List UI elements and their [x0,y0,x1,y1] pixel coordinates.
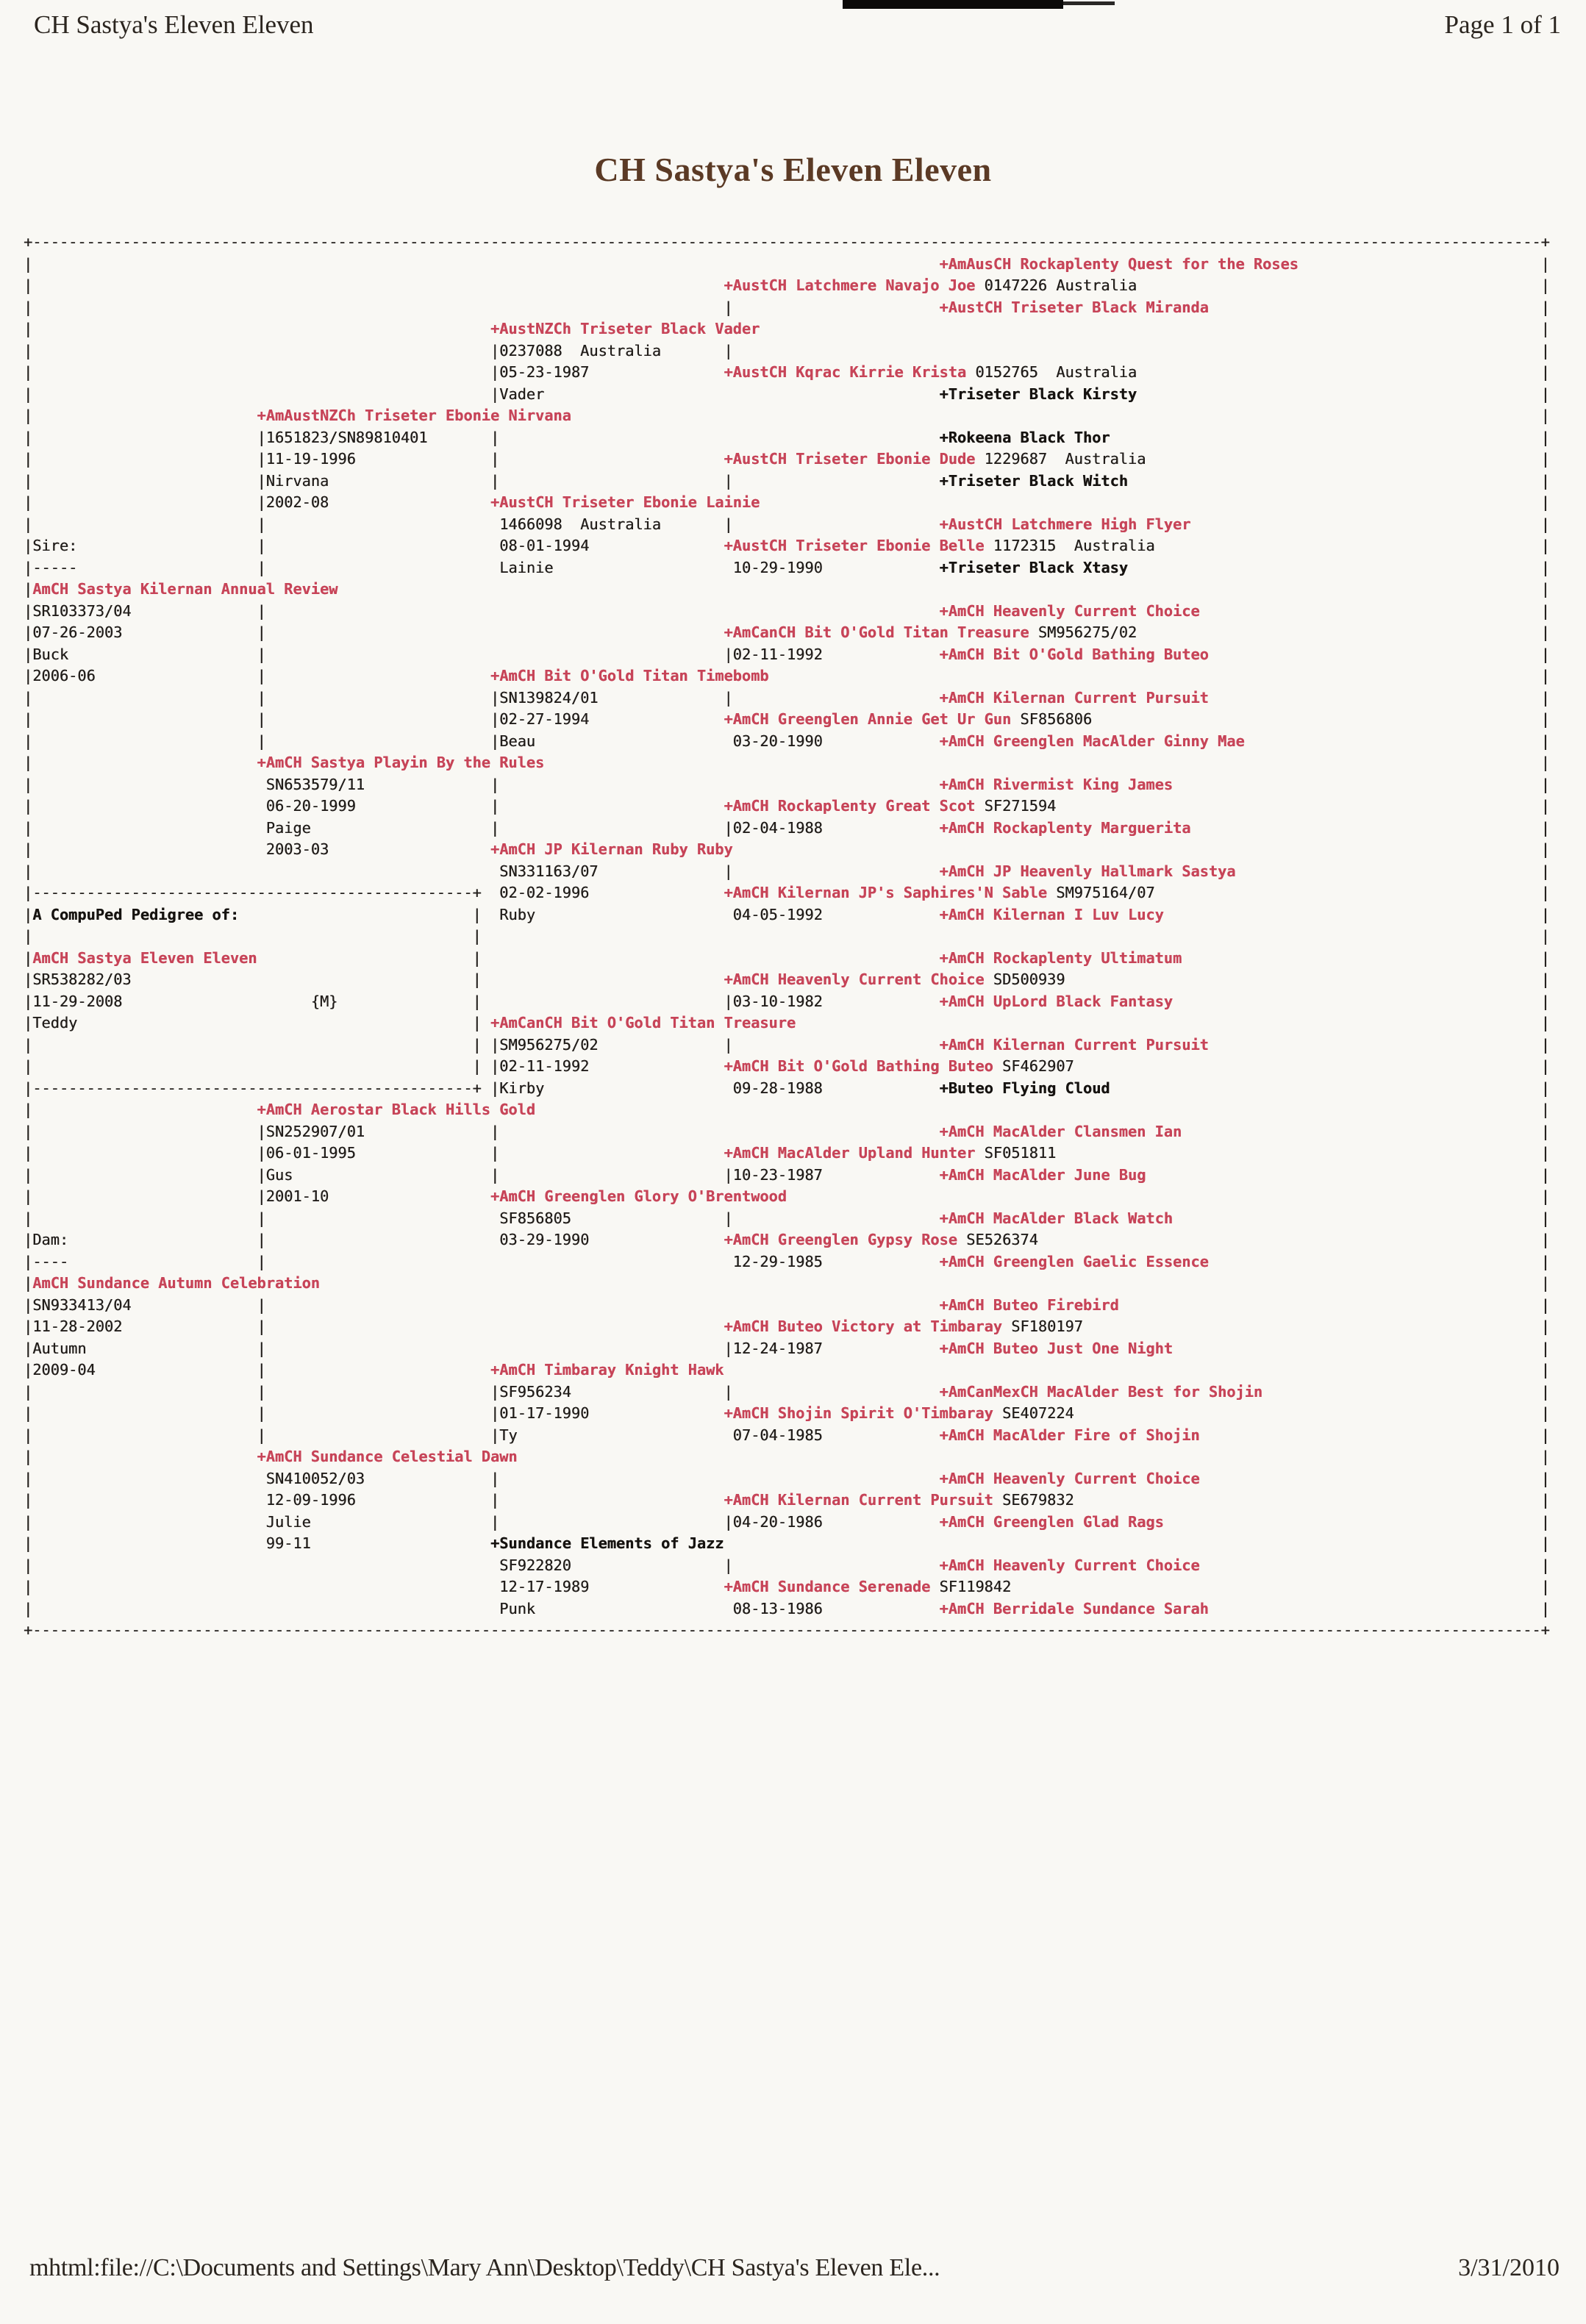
page-header: CH Sastya's Eleven Eleven Page 1 of 1 [34,10,1561,40]
scan-artifact-bar-small [1063,1,1115,5]
pedigree-line: | |Gus | |10-23-1987 +AmCH MacAlder June… [24,1165,1550,1184]
pedigree-line: |---------------------------------------… [24,884,1550,901]
pedigree-line: | | | [24,927,1550,945]
pedigree-line: | | 1466098 Australia | +AustCH Latchmer… [24,515,1550,533]
pedigree-line: |SN933413/04 | +AmCH Buteo Firebird | [24,1295,1550,1314]
pedigree-line: | 12-09-1996 | +AmCH Kilernan Current Pu… [24,1491,1550,1509]
pedigree-line: |11-28-2002 | +AmCH Buteo Victory at Tim… [24,1317,1550,1335]
pedigree-line: |Autumn | |12-24-1987 +AmCH Buteo Just O… [24,1339,1550,1357]
page-indicator: Page 1 of 1 [1444,10,1561,39]
pedigree-line: | SN331163/07 | +AmCH JP Heavenly Hallma… [24,862,1550,880]
pedigree-line: | | |SM956275/02 | +AmCH Kilernan Curren… [24,1035,1550,1054]
pedigree-line: |Sire: | 08-01-1994 +AustCH Triseter Ebo… [24,537,1550,554]
pedigree-line: |07-26-2003 | +AmCanCH Bit O'Gold Titan … [24,623,1550,641]
document-title: CH Sastya's Eleven Eleven [594,151,992,188]
pedigree-line: | +AustCH Latchmere Navajo Joe 0147226 A… [24,276,1550,294]
pedigree-line: |AmCH Sastya Kilernan Annual Review | [24,580,1550,598]
pedigree-line: |----- | Lainie 10-29-1990 +Triseter Bla… [24,558,1550,576]
pedigree-line: | |11-19-1996 | +AustCH Triseter Ebonie … [24,450,1550,468]
pedigree-line: |---- | 12-29-1985 +AmCH Greenglen Gaeli… [24,1252,1550,1270]
pedigree-line: | |Vader +Triseter Black Kirsty | [24,385,1550,403]
pedigree-line: |11-29-2008 {M} | |03-10-1982 +AmCH UpLo… [24,992,1550,1010]
pedigree-line: | +AmCH Sastya Playin By the Rules | [24,754,1550,771]
pedigree-line: | |2001-10 +AmCH Greenglen Glory O'Brent… [24,1187,1550,1205]
pedigree-line: | +AustNZCh Triseter Black Vader | [24,320,1550,337]
pedigree-line: | 06-20-1999 | +AmCH Rockaplenty Great S… [24,797,1550,815]
footer-url: mhtml:file://C:\Documents and Settings\M… [29,2254,940,2281]
pedigree-line: |Buck | |02-11-1992 +AmCH Bit O'Gold Bat… [24,645,1550,663]
pedigree-line: | |05-23-1987 +AustCH Kqrac Kirrie Krist… [24,363,1550,381]
scan-artifact-bar [843,0,1063,9]
pedigree-line: | Paige | |02-04-1988 +AmCH Rockaplenty … [24,818,1550,837]
pedigree-line: | | +AustCH Triseter Black Miranda | [24,298,1550,316]
pedigree-line: |Dam: | 03-29-1990 +AmCH Greenglen Gypsy… [24,1231,1550,1248]
footer-date: 3/31/2010 [1458,2254,1560,2281]
pedigree-line: | | |02-27-1994 +AmCH Greenglen Annie Ge… [24,710,1550,728]
pedigree-line: | | |SF956234 | +AmCanMexCH MacAlder Bes… [24,1382,1550,1401]
pedigree-line: |AmCH Sastya Eleven Eleven | +AmCH Rocka… [24,948,1550,967]
pedigree-line: | SN410052/03 | +AmCH Heavenly Current C… [24,1469,1550,1487]
pedigree-line: | | |SN139824/01 | +AmCH Kilernan Curren… [24,688,1550,707]
pedigree-line: |2006-06 | +AmCH Bit O'Gold Titan Timebo… [24,667,1550,684]
pedigree-line: | |SN252907/01 | +AmCH MacAlder Clansmen… [24,1122,1550,1140]
pedigree-line: |2009-04 | +AmCH Timbaray Knight Hawk | [24,1361,1550,1379]
pedigree-line: | |1651823/SN89810401 | +Rokeena Black T… [24,428,1550,446]
pedigree-line: | +AmAusCH Rockaplenty Quest for the Ros… [24,254,1550,273]
pedigree-line: |Teddy | +AmCanCH Bit O'Gold Titan Treas… [24,1014,1550,1032]
pedigree-line: |A CompuPed Pedigree of: | Ruby 04-05-19… [24,905,1550,923]
pedigree-line: | 99-11 +Sundance Elements of Jazz | [24,1534,1550,1552]
pedigree-line: | SN653579/11 | +AmCH Rivermist King Jam… [24,775,1550,793]
pedigree-line: | 2003-03 +AmCH JP Kilernan Ruby Ruby | [24,840,1550,858]
pedigree-line: |AmCH Sundance Autumn Celebration | [24,1274,1550,1292]
pedigree-line: | |Nirvana | | +Triseter Black Witch | [24,471,1550,490]
pedigree-line: | | |02-11-1992 +AmCH Bit O'Gold Bathing… [24,1057,1550,1075]
pedigree-chart: +---------------------------------------… [24,232,1550,1642]
pedigree-line: | +AmCH Aerostar Black Hills Gold | [24,1101,1550,1118]
pedigree-line: | |06-01-1995 | +AmCH MacAlder Upland Hu… [24,1144,1550,1162]
pedigree-line: | Julie | |04-20-1986 +AmCH Greenglen Gl… [24,1512,1550,1531]
pedigree-line: |SR538282/03 | +AmCH Heavenly Current Ch… [24,970,1550,988]
pedigree-line: | |2002-08 +AustCH Triseter Ebonie Laini… [24,493,1550,511]
pedigree-line: | | |Beau 03-20-1990 +AmCH Greenglen Mac… [24,732,1550,750]
page-footer: mhtml:file://C:\Documents and Settings\M… [29,2254,1560,2282]
pedigree-line: +---------------------------------------… [24,233,1550,251]
pedigree-line: +---------------------------------------… [24,1621,1550,1639]
pedigree-line: | Punk 08-13-1986 +AmCH Berridale Sundan… [24,1599,1550,1617]
pedigree-line: | | SF856805 | +AmCH MacAlder Black Watc… [24,1209,1550,1227]
pedigree-line: | 12-17-1989 +AmCH Sundance Serenade SF1… [24,1578,1550,1595]
pedigree-line: | | |Ty 07-04-1985 +AmCH MacAlder Fire o… [24,1426,1550,1444]
pedigree-line: | SF922820 | +AmCH Heavenly Current Choi… [24,1556,1550,1574]
pedigree-line: | +AmCH Sundance Celestial Dawn | [24,1448,1550,1465]
pedigree-line: | | |01-17-1990 +AmCH Shojin Spirit O'Ti… [24,1404,1550,1422]
pedigree-line: | |0237088 Australia | | [24,341,1550,360]
pedigree-line: |SR103373/04 | +AmCH Heavenly Current Ch… [24,601,1550,620]
header-document-title: CH Sastya's Eleven Eleven [34,10,314,39]
pedigree-line: | +AmAustNZCh Triseter Ebonie Nirvana | [24,407,1550,424]
pedigree-line: |---------------------------------------… [24,1079,1550,1097]
